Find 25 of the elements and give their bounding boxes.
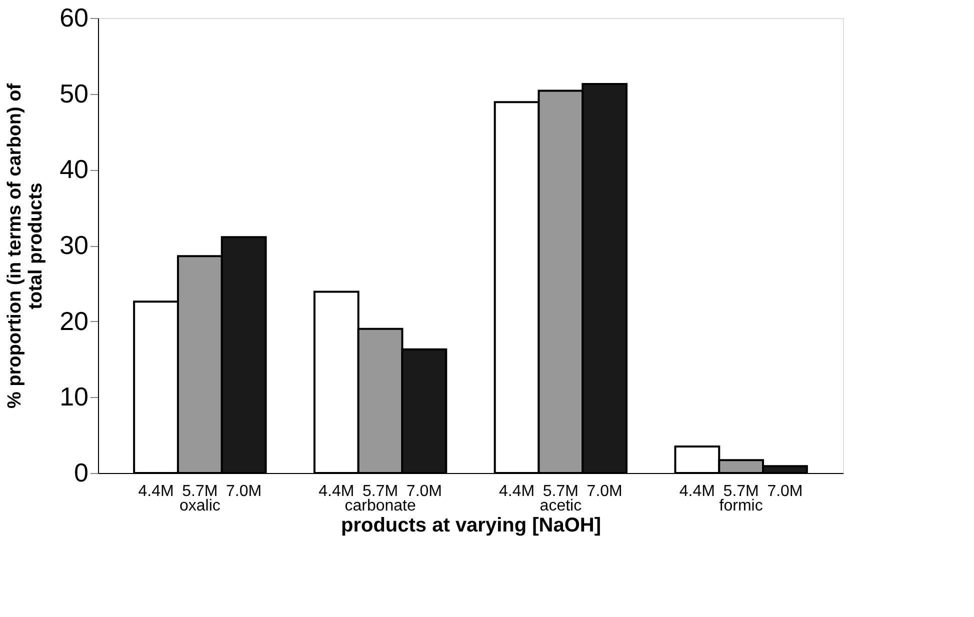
x-axis-title: products at varying [NaOH] (340, 514, 602, 536)
y-tick-label: 30 (60, 230, 88, 260)
x-tick-label: formic (719, 498, 763, 514)
y-tick-label: 60 (60, 2, 88, 32)
text: 7.0M (767, 483, 803, 500)
y-tick-label: 0 (74, 458, 88, 488)
x-tick-label: oxalic (179, 498, 220, 514)
series-label: 7.0M (226, 483, 262, 500)
text: 4.4M (499, 483, 535, 500)
series-label: 4.4M (138, 483, 174, 500)
y-tick-label: 10 (60, 382, 88, 412)
text: 5.7M (362, 483, 398, 500)
x-tick-label: acetic (540, 498, 582, 514)
series-label: 5.7M (182, 483, 218, 500)
text: 7.0M (406, 483, 442, 500)
y-tick-label: 50 (60, 78, 88, 108)
x-tick-label: carbonate (344, 498, 416, 514)
y-tick-label: 40 (60, 154, 88, 184)
y-tick-label: 20 (60, 306, 88, 336)
text: 5.7M (723, 483, 759, 500)
text: 7.0M (586, 483, 622, 500)
text: 5.7M (542, 483, 578, 500)
text: 4.4M (679, 483, 715, 500)
y-axis-title: % proportion (in terms of carbon) of total products (4, 82, 47, 409)
text: 4.4M (318, 483, 354, 500)
